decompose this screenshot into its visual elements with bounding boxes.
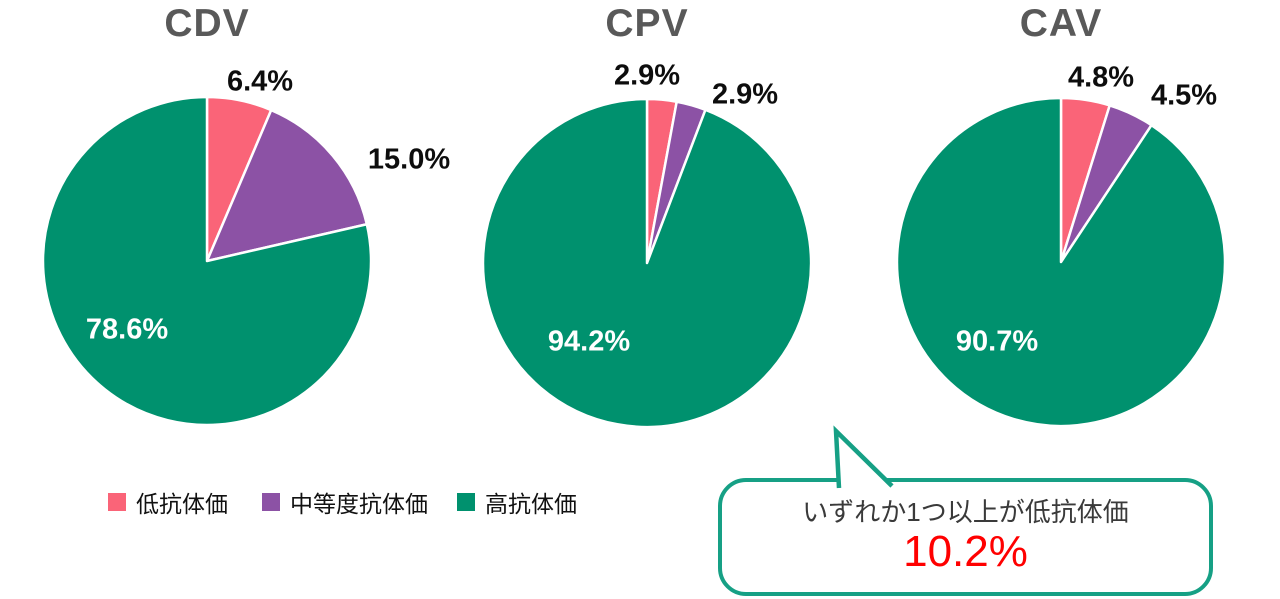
callout-value: 10.2% (903, 527, 1028, 576)
callout-text: いずれか1つ以上が低抗体価 (802, 497, 1129, 527)
legend-item-high: 高抗体価 (457, 485, 577, 519)
slice-label-cpv-mid: 2.9% (711, 78, 779, 111)
callout-bubble: いずれか1つ以上が低抗体価 10.2% (718, 478, 1213, 596)
pie-chart-cdv (41, 95, 373, 427)
slice-label-cdv-low: 6.4% (226, 65, 294, 98)
pie-chart-cav (895, 96, 1227, 428)
slice-label-cpv-low: 2.9% (613, 59, 681, 92)
callout-tail-path (833, 425, 894, 489)
slice-label-cpv-high: 94.2% (547, 325, 631, 358)
pie-chart-cpv (481, 97, 813, 429)
slice-label-cdv-high: 78.6% (85, 313, 169, 346)
legend-swatch-low (108, 493, 126, 511)
slice-label-cav-low: 4.8% (1067, 61, 1135, 94)
legend-item-low: 低抗体価 (108, 485, 228, 519)
legend-item-mid: 中等度抗体価 (262, 485, 428, 519)
legend-label-high: 高抗体価 (485, 491, 577, 517)
legend-swatch-mid (262, 493, 280, 511)
legend-label-low: 低抗体価 (136, 491, 228, 517)
pie-title-cdv: CDV (164, 2, 250, 45)
slice-label-cav-mid: 4.5% (1150, 79, 1218, 112)
legend-label-mid: 中等度抗体価 (290, 491, 428, 517)
callout-tail-icon (833, 425, 894, 489)
slice-label-cav-high: 90.7% (955, 325, 1039, 358)
slice-label-cdv-mid: 15.0% (367, 143, 451, 176)
pie-title-cav: CAV (1019, 2, 1103, 45)
legend-swatch-high (457, 493, 475, 511)
pie-title-cpv: CPV (605, 2, 689, 45)
